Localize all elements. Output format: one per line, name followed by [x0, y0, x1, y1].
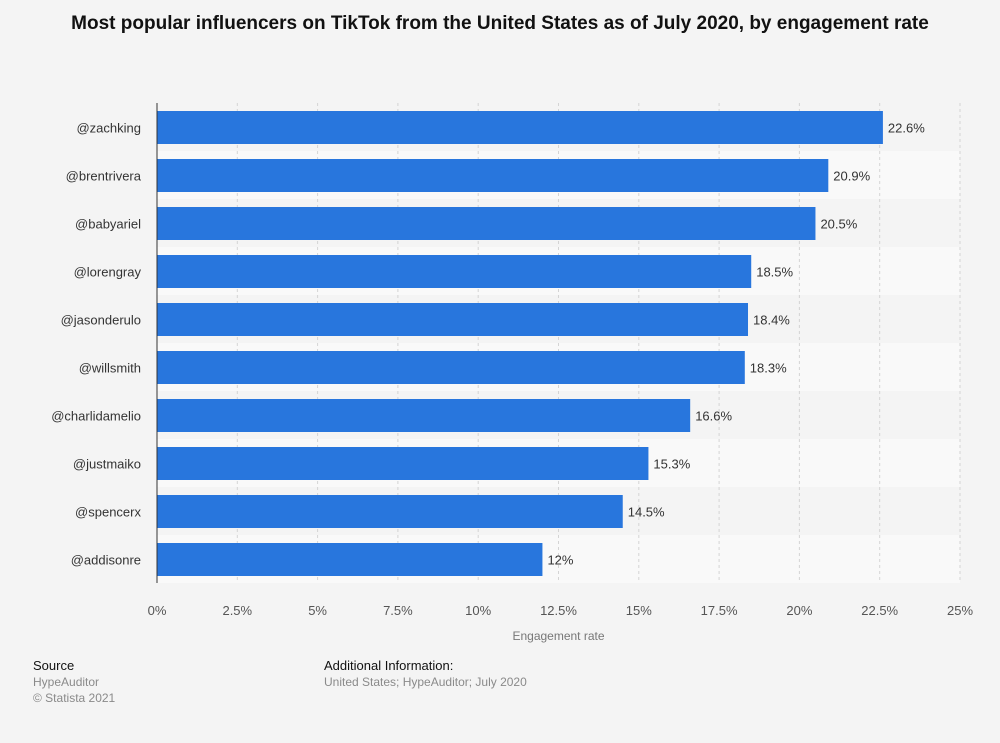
category-label: @charlidamelio: [51, 409, 141, 424]
category-label: @justmaiko: [73, 457, 141, 472]
bar: [157, 111, 883, 144]
bar-value-label: 15.3%: [653, 457, 690, 472]
x-tick-label: 10%: [465, 603, 491, 618]
bar-value-label: 18.5%: [756, 265, 793, 280]
category-label: @babyariel: [75, 217, 141, 232]
bar: [157, 207, 816, 240]
additional-info-text: United States; HypeAuditor; July 2020: [324, 675, 527, 689]
x-tick-label: 2.5%: [222, 603, 252, 618]
x-tick-label: 0%: [148, 603, 167, 618]
category-label: @spencerx: [75, 505, 141, 520]
x-tick-label: 22.5%: [861, 603, 898, 618]
x-tick-label: 7.5%: [383, 603, 413, 618]
bar-value-label: 14.5%: [628, 505, 665, 520]
bar: [157, 495, 623, 528]
bar: [157, 543, 543, 576]
category-label: @brentrivera: [66, 169, 142, 184]
bar-value-label: 12%: [547, 553, 573, 568]
source-block: Source HypeAuditor © Statista 2021: [33, 658, 115, 706]
bar: [157, 351, 745, 384]
additional-info-block: Additional Information: United States; H…: [324, 658, 527, 690]
chart-title: Most popular influencers on TikTok from …: [71, 13, 929, 34]
bar-value-label: 18.3%: [750, 361, 787, 376]
bar-value-label: 20.5%: [820, 217, 857, 232]
bar-value-label: 16.6%: [695, 409, 732, 424]
bar-value-label: 22.6%: [888, 121, 925, 136]
x-tick-label: 20%: [786, 603, 812, 618]
category-label: @zachking: [76, 121, 141, 136]
bar-value-label: 18.4%: [753, 313, 790, 328]
x-tick-label: 15%: [626, 603, 652, 618]
copyright-text: © Statista 2021: [33, 691, 116, 705]
x-tick-label: 5%: [308, 603, 327, 618]
x-tick-label: 12.5%: [540, 603, 577, 618]
additional-info-heading: Additional Information:: [324, 658, 454, 673]
category-label: @willsmith: [79, 361, 141, 376]
bar: [157, 303, 749, 336]
category-label: @lorengray: [74, 265, 142, 280]
x-axis-title: Engagement rate: [512, 629, 604, 643]
bar: [157, 159, 829, 192]
source-heading: Source: [33, 658, 75, 673]
bar: [157, 399, 691, 432]
x-tick-label: 17.5%: [701, 603, 738, 618]
bar-value-label: 20.9%: [833, 169, 870, 184]
source-name[interactable]: HypeAuditor: [33, 675, 100, 689]
x-tick-label: 25%: [947, 603, 973, 618]
category-label: @addisonre: [71, 553, 141, 568]
category-label: @jasonderulo: [61, 313, 141, 328]
bar: [157, 255, 752, 288]
bar: [157, 447, 649, 480]
bar-chart: 22.6% @zachking 20.9% @brentrivera 20.5% @bab…: [51, 103, 973, 643]
